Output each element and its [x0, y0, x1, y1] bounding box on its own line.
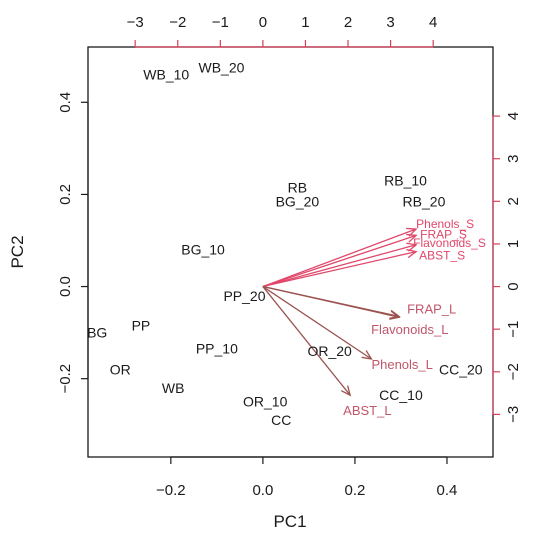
top-tick-label: −3: [127, 14, 144, 31]
x-tick-label: −0.2: [156, 482, 186, 499]
y-tick-label: 0.2: [57, 184, 74, 205]
left-axis: −0.2 0.0 0.2 0.4: [57, 92, 89, 394]
right-tick-label: 1: [505, 240, 522, 248]
loading-arrowhead: [406, 249, 418, 259]
right-tick-label: 0: [505, 282, 522, 290]
loading-label: Phenols_L: [371, 357, 432, 372]
top-tick-label: −1: [212, 14, 229, 31]
loading-label: FRAP_L: [407, 301, 456, 316]
right-tick-label: 2: [505, 197, 522, 205]
loading-arrowhead: [361, 350, 373, 360]
loading-arrow: [262, 285, 400, 318]
loading-arrow: [262, 250, 417, 288]
right-tick-label: −1: [505, 321, 522, 338]
top-axis: −3 −2 −1 0 1 2 3 4: [127, 14, 437, 48]
loading-arrow: [262, 234, 417, 288]
x-tick-label: 0.2: [345, 482, 366, 499]
observation-label: OR_20: [307, 343, 352, 359]
loading-arrowhead: [406, 242, 418, 252]
observation-label: PP_10: [196, 341, 238, 357]
observation-label: WB_20: [199, 60, 245, 76]
observation-label: PP_20: [223, 288, 265, 304]
top-tick-label: −2: [169, 14, 186, 31]
loading-arrow: [262, 244, 417, 288]
observation-label: WB: [162, 380, 185, 396]
bottom-axis: −0.2 0.0 0.2 0.4: [156, 456, 458, 499]
loading-arrowhead: [406, 227, 418, 237]
observation-label: OR: [110, 361, 131, 377]
loading-label: ABST_L: [343, 403, 391, 418]
observation-label: CC: [271, 412, 291, 428]
loading-label: ABST_S: [419, 249, 465, 263]
observation-label: CC_20: [439, 361, 483, 377]
loading-label: Flavonoids_L: [371, 322, 448, 337]
observation-label: BG: [87, 325, 107, 341]
right-tick-label: 4: [505, 112, 522, 120]
top-tick-label: 4: [429, 14, 437, 31]
y-tick-label: 0.0: [57, 276, 74, 297]
observation-label: WB_10: [143, 67, 189, 83]
top-tick-label: 2: [344, 14, 352, 31]
observation-label: CC_10: [379, 387, 423, 403]
x-tick-label: 0.0: [252, 482, 273, 499]
observation-label: RB: [288, 180, 307, 196]
right-tick-label: −2: [505, 363, 522, 380]
observation-label: BG_10: [181, 242, 225, 258]
y-axis-title: PC2: [8, 235, 27, 268]
loading-label: Flavonoids_S: [413, 236, 486, 250]
observation-label: RB_20: [403, 193, 446, 209]
top-tick-label: 0: [259, 14, 267, 31]
observation-label: BG_20: [276, 193, 320, 209]
loading-arrowhead: [406, 233, 418, 243]
loading-arrow: [262, 286, 372, 360]
loading-arrow: [262, 228, 417, 288]
right-tick-label: −3: [505, 406, 522, 423]
top-tick-label: 1: [301, 14, 309, 31]
observation-label: OR_10: [243, 394, 288, 410]
top-tick-label: 3: [386, 14, 394, 31]
loading-arrowhead: [389, 310, 401, 320]
loading-label: FRAP_S: [420, 227, 467, 241]
observation-label: RB_10: [384, 173, 427, 189]
y-tick-label: 0.4: [57, 92, 74, 113]
loading-label: Phenols_S: [416, 217, 474, 231]
right-axis: −3 −2 −1 0 1 2 3 4: [492, 112, 522, 423]
right-tick-label: 3: [505, 155, 522, 163]
x-axis-title: PC1: [273, 512, 306, 531]
loading-arrowhead: [340, 385, 352, 397]
x-tick-label: 0.4: [437, 482, 458, 499]
observation-label: PP: [132, 318, 151, 334]
loading-arrow: [262, 286, 351, 396]
y-tick-label: −0.2: [57, 364, 74, 394]
